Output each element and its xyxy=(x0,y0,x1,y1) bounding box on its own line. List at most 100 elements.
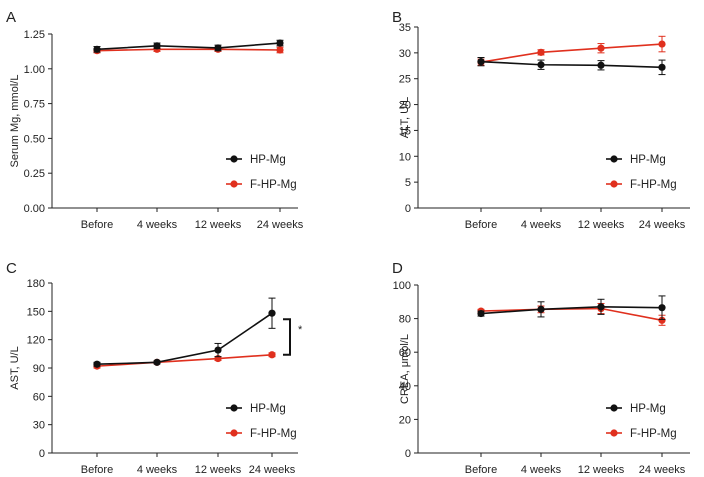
panel-letter: C xyxy=(6,260,17,277)
legend-swatch-marker xyxy=(610,429,618,437)
y-tick-label: 1.00 xyxy=(24,64,45,76)
data-point xyxy=(658,316,666,324)
legend-label: HP-Mg xyxy=(250,154,286,166)
data-point xyxy=(276,39,284,47)
legend-label: HP-Mg xyxy=(630,154,666,166)
y-tick-label: 30 xyxy=(399,48,411,60)
legend: HP-Mg F-HP-Mg xyxy=(606,403,677,440)
x-tick-label: 12 weeks xyxy=(578,464,625,476)
series-hp-mg xyxy=(93,39,284,53)
y-tick-label: 150 xyxy=(27,306,45,318)
data-point xyxy=(658,40,666,48)
y-tick-label: 30 xyxy=(33,420,45,432)
data-point xyxy=(214,44,222,52)
data-point xyxy=(597,61,605,69)
series-line xyxy=(96,353,273,367)
y-tick-label: 0.25 xyxy=(24,168,45,180)
y-tick-label: 120 xyxy=(27,335,45,347)
y-axis-label: Serum Mg, mmol/L xyxy=(9,75,21,168)
y-tick-label: 90 xyxy=(33,363,45,375)
data-point xyxy=(537,305,545,313)
series-line xyxy=(96,48,281,52)
data-point xyxy=(93,45,101,53)
legend-label: F-HP-Mg xyxy=(630,179,677,191)
y-tick-label: 10 xyxy=(399,151,411,163)
series-line xyxy=(480,306,663,315)
data-point xyxy=(276,46,284,54)
data-point xyxy=(537,48,545,56)
legend-swatch-marker xyxy=(230,155,238,163)
data-point xyxy=(597,303,605,311)
panel-B: B 0 5 10 15 20 25 30 35 Before 4 weeks 12 weeks 24 w… xyxy=(392,9,690,231)
panel-A: A 0.00 0.25 0.50 0.75 1.00 1.25 Before 4 weeks 12… xyxy=(6,9,304,231)
x-tick-label: Before xyxy=(81,219,113,231)
y-axis-label: CREA, μmol/L xyxy=(399,334,411,404)
x-tick-label: 24 weeks xyxy=(639,219,686,231)
data-point xyxy=(597,44,605,52)
legend: HP-Mg F-HP-Mg xyxy=(606,154,677,191)
x-tick-label: 4 weeks xyxy=(521,464,562,476)
x-tick-label: 12 weeks xyxy=(195,464,242,476)
x-tick-label: 4 weeks xyxy=(137,464,178,476)
series-line xyxy=(480,60,663,69)
y-tick-label: 1.25 xyxy=(24,29,45,41)
legend-label: F-HP-Mg xyxy=(250,428,297,440)
y-tick-label: 40 xyxy=(399,381,411,393)
significance-bracket xyxy=(283,318,291,356)
y-tick-label: 0 xyxy=(405,448,411,460)
panel-letter: D xyxy=(392,260,403,277)
legend-swatch-marker xyxy=(610,180,618,188)
y-tick-label: 0.75 xyxy=(24,99,45,111)
y-tick-label: 100 xyxy=(393,280,411,292)
y-tick-label: 15 xyxy=(399,125,411,137)
series-line xyxy=(96,42,281,51)
data-point xyxy=(477,58,485,66)
data-point xyxy=(658,63,666,71)
data-point xyxy=(537,61,545,69)
x-tick-label: Before xyxy=(465,219,497,231)
legend-swatch-marker xyxy=(610,155,618,163)
y-tick-label: 35 xyxy=(399,22,411,34)
legend-label: F-HP-Mg xyxy=(630,428,677,440)
series-hp-mg xyxy=(477,295,666,320)
legend: HP-Mg F-HP-Mg xyxy=(226,403,297,440)
data-point xyxy=(153,358,161,366)
data-point xyxy=(477,309,485,318)
data-point xyxy=(153,42,161,50)
legend-swatch-marker xyxy=(230,180,238,188)
series-hp-mg xyxy=(93,297,276,368)
data-point xyxy=(214,346,222,354)
y-tick-label: 0 xyxy=(405,203,411,215)
series-f-hp-mg xyxy=(477,35,666,66)
y-axis-label: ALT, U/L xyxy=(399,97,411,138)
data-point xyxy=(93,360,101,368)
x-tick-label: 12 weeks xyxy=(578,219,625,231)
legend-swatch-marker xyxy=(230,404,238,412)
legend-swatch-marker xyxy=(610,404,618,412)
x-tick-label: 4 weeks xyxy=(137,219,178,231)
significance-marker: * xyxy=(298,324,303,336)
x-tick-label: 24 weeks xyxy=(249,464,296,476)
panel-letter: B xyxy=(392,9,402,26)
y-tick-label: 180 xyxy=(27,278,45,290)
x-tick-label: Before xyxy=(81,464,113,476)
y-tick-label: 0.00 xyxy=(24,203,45,215)
series-line xyxy=(480,43,663,63)
y-tick-label: 20 xyxy=(399,100,411,112)
data-point xyxy=(268,309,276,317)
data-point xyxy=(658,304,666,312)
y-axis-label: AST, U/L xyxy=(9,346,21,389)
data-point xyxy=(268,351,276,359)
y-tick-label: 25 xyxy=(399,74,411,86)
panel-D: D 0 20 40 60 80 100 Before 4 weeks 12 weeks 24 wee… xyxy=(392,260,690,476)
panel-C: C 0 30 60 90 120 150 180 Before 4 weeks 12 weeks 24… xyxy=(6,260,303,476)
series-line xyxy=(96,312,273,366)
legend-label: F-HP-Mg xyxy=(250,179,297,191)
legend-swatch-marker xyxy=(230,429,238,437)
series-line xyxy=(480,307,663,322)
y-tick-label: 0 xyxy=(39,448,45,460)
legend-label: HP-Mg xyxy=(630,403,666,415)
legend: HP-Mg F-HP-Mg xyxy=(226,154,297,191)
y-tick-label: 5 xyxy=(405,177,411,189)
